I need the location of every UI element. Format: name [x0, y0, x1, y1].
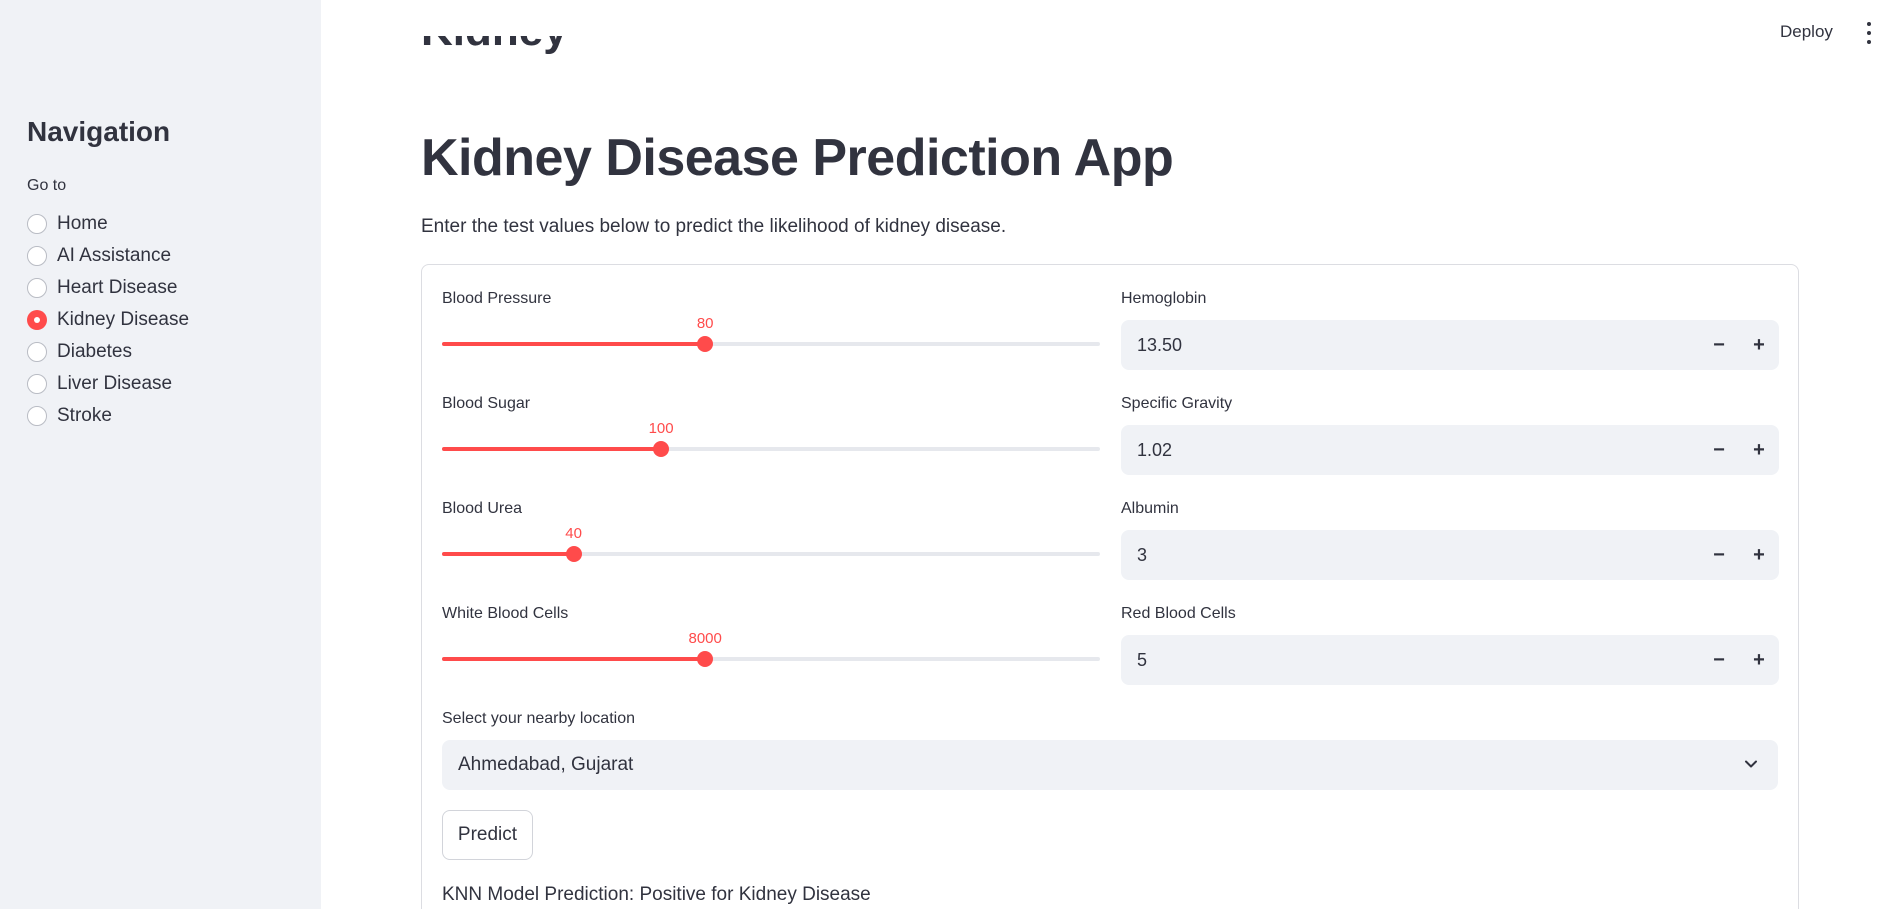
sidebar: Navigation Go to Home AI Assistance Hear…: [0, 0, 321, 909]
minus-icon[interactable]: −: [1713, 648, 1725, 671]
nav-item-label: Kidney Disease: [57, 309, 190, 330]
plus-icon[interactable]: +: [1753, 333, 1765, 356]
plus-icon[interactable]: +: [1753, 543, 1765, 566]
nav-item-home[interactable]: Home: [27, 208, 189, 240]
goto-label: Go to: [27, 177, 67, 194]
predict-button[interactable]: Predict: [442, 810, 533, 860]
page-subtitle: Enter the test values below to predict t…: [421, 216, 1007, 237]
input-value[interactable]: 13.50: [1137, 335, 1183, 355]
slider-track[interactable]: [442, 342, 1100, 346]
hemoglobin-label: Hemoglobin: [1121, 290, 1207, 307]
plus-icon[interactable]: +: [1753, 438, 1765, 461]
blood-pressure-label: Blood Pressure: [442, 290, 552, 307]
slider-track[interactable]: [442, 657, 1100, 661]
hemoglobin-input[interactable]: 13.50 − +: [1121, 320, 1779, 370]
slider-value: 80: [696, 315, 714, 332]
red-blood-cells-input[interactable]: 5 − +: [1121, 635, 1779, 685]
blood-urea-slider[interactable]: 40: [442, 525, 1100, 565]
slider-thumb[interactable]: [697, 336, 714, 352]
minus-icon[interactable]: −: [1713, 543, 1725, 566]
radio-icon[interactable]: [27, 374, 47, 394]
slider-fill: [442, 447, 662, 451]
vertical-dots-icon[interactable]: [1866, 22, 1872, 44]
input-value[interactable]: 1.02: [1137, 440, 1173, 460]
sidebar-title: Navigation: [27, 116, 171, 147]
input-value[interactable]: 3: [1137, 545, 1148, 565]
nav-item-heart-disease[interactable]: Heart Disease: [27, 272, 189, 304]
nav-item-liver-disease[interactable]: Liver Disease: [27, 368, 189, 400]
slider-thumb[interactable]: [565, 546, 582, 562]
nav-item-kidney-disease[interactable]: Kidney Disease: [27, 304, 189, 336]
blood-sugar-label: Blood Sugar: [442, 395, 531, 412]
slider-track[interactable]: [442, 447, 1100, 451]
minus-icon[interactable]: −: [1713, 438, 1725, 461]
radio-icon[interactable]: [27, 342, 47, 362]
radio-selected-icon[interactable]: [27, 310, 47, 330]
slider-track[interactable]: [442, 552, 1100, 556]
prediction-form: Blood Pressure 80 Blood Sugar 100 Blood …: [421, 264, 1799, 909]
nav-item-label: Home: [57, 213, 108, 234]
chevron-down-icon[interactable]: [1744, 757, 1758, 771]
nav-item-label: Stroke: [57, 405, 112, 426]
cutoff-heading: Kidney: [421, 36, 581, 76]
input-value[interactable]: 5: [1137, 650, 1148, 670]
select-value: Ahmedabad, Gujarat: [458, 754, 634, 775]
nav-item-ai-assistance[interactable]: AI Assistance: [27, 240, 189, 272]
slider-value: 100: [648, 420, 674, 437]
deploy-button[interactable]: Deploy: [1780, 22, 1833, 41]
nav-radio-group: Home AI Assistance Heart Disease Kidney …: [27, 208, 189, 432]
location-select[interactable]: Ahmedabad, Gujarat: [442, 740, 1778, 790]
specific-gravity-label: Specific Gravity: [1121, 395, 1233, 412]
minus-icon[interactable]: −: [1713, 333, 1725, 356]
radio-icon[interactable]: [27, 406, 47, 426]
slider-value: 40: [565, 525, 582, 542]
slider-fill: [442, 552, 574, 556]
nav-item-label: Diabetes: [57, 341, 132, 362]
plus-icon[interactable]: +: [1753, 648, 1765, 671]
blood-sugar-slider[interactable]: 100: [442, 420, 1100, 460]
blood-urea-label: Blood Urea: [442, 500, 523, 517]
slider-value: 8000: [688, 630, 722, 647]
prediction-result: KNN Model Prediction: Positive for Kidne…: [442, 884, 871, 905]
blood-pressure-slider[interactable]: 80: [442, 315, 1100, 355]
specific-gravity-input[interactable]: 1.02 − +: [1121, 425, 1779, 475]
location-label: Select your nearby location: [442, 710, 635, 727]
slider-thumb[interactable]: [697, 651, 714, 667]
nav-item-diabetes[interactable]: Diabetes: [27, 336, 189, 368]
slider-fill: [442, 657, 706, 661]
albumin-label: Albumin: [1121, 500, 1179, 517]
nav-item-label: AI Assistance: [57, 245, 172, 266]
slider-thumb[interactable]: [653, 441, 670, 457]
radio-icon[interactable]: [27, 214, 47, 234]
page-title: Kidney Disease Prediction App: [421, 129, 1174, 187]
nav-item-label: Heart Disease: [57, 277, 178, 298]
radio-icon[interactable]: [27, 278, 47, 298]
radio-icon[interactable]: [27, 246, 47, 266]
nav-item-label: Liver Disease: [57, 373, 173, 394]
nav-item-stroke[interactable]: Stroke: [27, 400, 189, 432]
red-blood-cells-label: Red Blood Cells: [1121, 605, 1236, 622]
white-blood-cells-slider[interactable]: 8000: [442, 630, 1100, 670]
slider-fill: [442, 342, 706, 346]
white-blood-cells-label: White Blood Cells: [442, 605, 569, 622]
albumin-input[interactable]: 3 − +: [1121, 530, 1779, 580]
